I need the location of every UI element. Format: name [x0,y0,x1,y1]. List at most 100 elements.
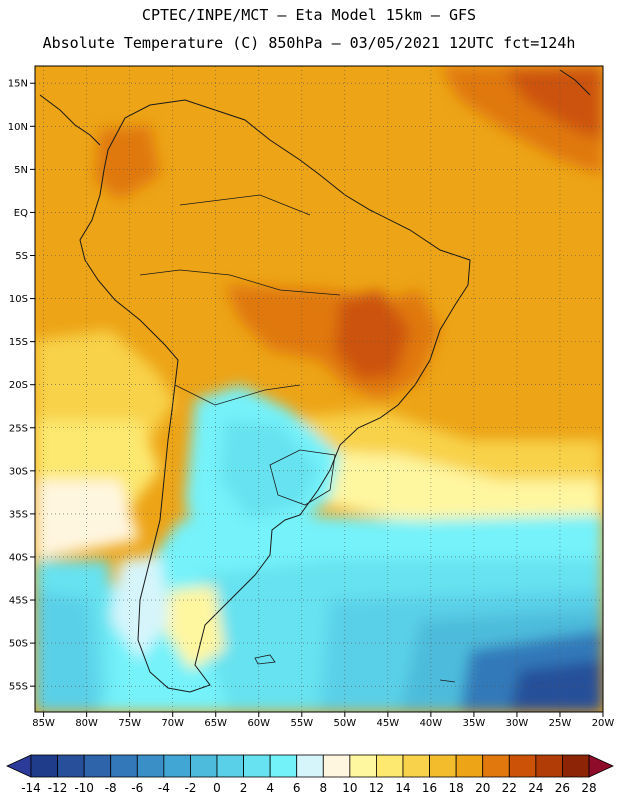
colorbar-label: 16 [422,781,437,795]
colorbar-label: 10 [342,781,357,795]
y-tick-label: EQ [14,208,28,219]
latitude-axis: 15N 10N 5N EQ 5S 10S 15S 20S 25S 30S 35S 40S 45S 50S 5… [8,79,35,693]
field-cold-core-continent [220,420,320,520]
x-tick-label: 75W [118,718,141,729]
colorbar-swatch [429,754,457,778]
y-tick-label: 35S [9,509,28,520]
field-yellow-pacific [35,330,175,440]
y-tick-label: 5N [14,165,28,176]
x-tick-label: 55W [290,718,313,729]
colorbar-label: 18 [449,781,464,795]
border-argentina-north [174,384,301,406]
x-tick-label: 20W [592,718,615,729]
field-hot-ne [505,66,603,140]
colorbar-label: -8 [105,781,117,795]
y-tick-label: 40S [9,552,28,563]
colorbar-swatch [136,754,165,778]
x-tick-label: 60W [247,718,270,729]
colorbar-label: 0 [213,781,221,795]
colorbar-swatch [296,754,324,778]
colorbar-label: 6 [293,781,301,795]
colorbar-label: -2 [184,781,196,795]
colorbar-label: 22 [502,781,517,795]
colorbar-swatch [402,754,430,778]
colorbar-swatch [30,754,58,778]
colorbar-swatch [57,754,85,778]
x-tick-label: 35W [463,718,486,729]
colorbar-swatch [322,754,351,778]
colorbar-high-arrow [588,754,614,778]
x-tick-label: 65W [204,718,227,729]
colorbar-label: -12 [48,781,68,795]
y-tick-label: 5S [15,251,28,262]
field-colder-pacific-south [35,590,100,712]
x-tick-label: 85W [32,718,55,729]
colorbar-swatch [562,754,590,778]
field-hot-brazil [335,290,410,380]
x-tick-label: 40W [420,718,443,729]
colorbar-swatch [190,754,218,778]
colorbar-swatch [376,754,404,778]
colorbar-swatch [535,754,563,778]
border-brazil-bolivia-peru [139,269,341,296]
colorbar-swatch [110,754,138,778]
colorbar-label: 2 [240,781,248,795]
colorbar-label: -4 [158,781,170,795]
colorbar-label: -14 [21,781,41,795]
colorbar-label: 28 [581,781,596,795]
map-title-line-2: Absolute Temperature (C) 850hPa – 03/05/… [42,34,576,52]
colorbar-swatch [349,754,377,778]
field-pale-yellow-atlantic [290,450,603,520]
y-tick-label: 15N [8,79,28,90]
colorbar-label: -10 [74,781,94,795]
colorbar-swatch [269,754,298,778]
map-title-line-1: CPTEC/INPE/MCT – Eta Model 15km – GFS [141,6,477,24]
y-tick-label: 20S [9,380,28,391]
field-patagonia-warm [165,585,225,670]
x-tick-label: 25W [549,718,572,729]
map-field [35,66,603,712]
x-tick-label: 45W [377,718,400,729]
colorbar-swatch [482,754,510,778]
y-tick-label: 10N [8,122,28,133]
colorbar-label: 14 [395,781,410,795]
graticule [35,66,603,712]
colorbar-label: 12 [369,781,384,795]
colorbar-low-arrow [6,754,32,778]
x-tick-label: 80W [75,718,98,729]
south-america-coastline [79,99,471,693]
colorbar-label: 8 [319,781,327,795]
field-coldest-se [510,660,603,712]
border-amazon-north [179,194,311,216]
y-tick-label: 30S [9,466,28,477]
longitude-axis: 85W 80W 75W 70W 65W 60W 55W 50W 45W 40W 35W 30W 25W 2… [32,712,614,729]
caribbean-islands [559,69,591,96]
map-frame [34,65,604,713]
x-tick-label: 70W [161,718,184,729]
y-tick-label: 50S [9,639,28,650]
colorbar-swatch [508,754,537,778]
colorbar-label: 24 [528,781,543,795]
colorbar-label: 26 [555,781,570,795]
colorbar-swatch [243,754,271,778]
y-tick-label: 55S [9,682,28,693]
colorbar-swatch [216,754,244,778]
uruguay-outline [269,449,336,506]
colorbar-label: 20 [475,781,490,795]
colorbar-label: 4 [266,781,274,795]
falkland-islands [254,654,276,665]
colorbar: -14 -12 -10 -8 -6 -4 -2 0 2 4 6 8 10 12 14 16 18 20 22 24 26… [6,754,614,795]
y-tick-label: 10S [9,294,28,305]
y-tick-label: 15S [9,337,28,348]
y-tick-label: 45S [9,596,28,607]
x-tick-label: 30W [506,718,529,729]
south-georgia [439,679,456,683]
colorbar-swatch [163,754,191,778]
field-cream-pacific [35,480,140,560]
colorbar-swatch [455,754,484,778]
colorbar-label: -6 [131,781,143,795]
colorbar-swatch [83,754,112,778]
y-tick-label: 25S [9,423,28,434]
x-tick-label: 50W [334,718,357,729]
